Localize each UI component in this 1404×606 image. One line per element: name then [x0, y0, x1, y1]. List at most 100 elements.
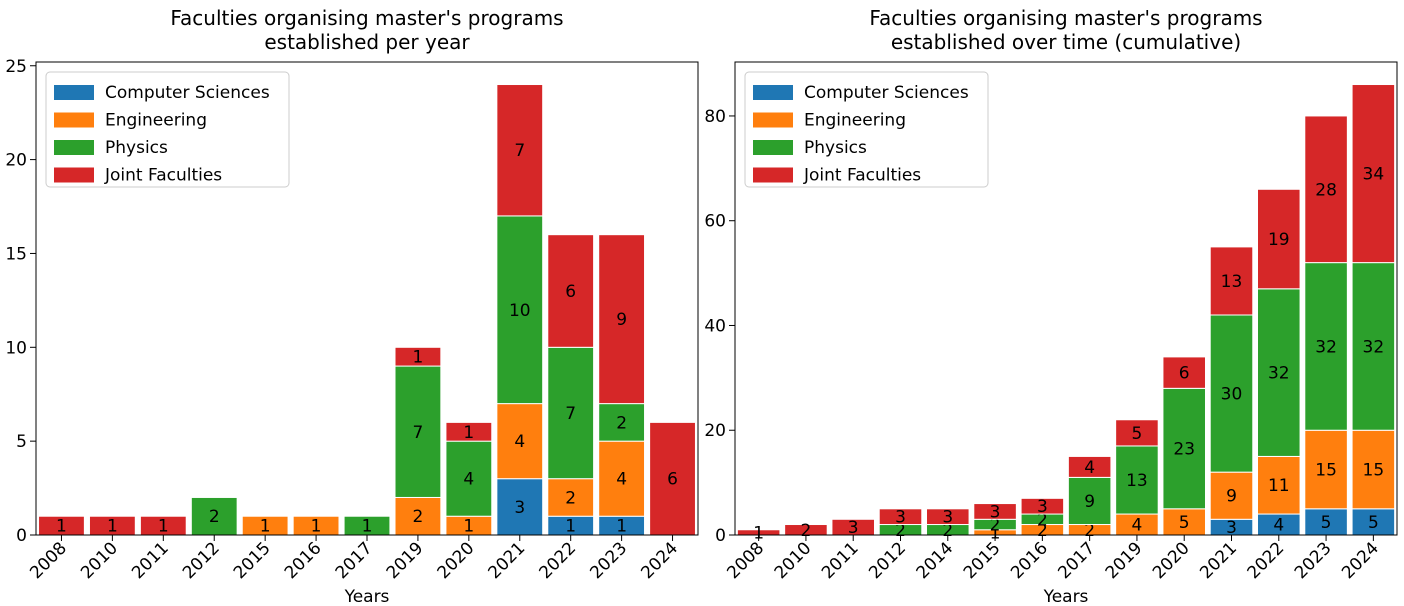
- bar-value-label: 2: [1084, 521, 1095, 541]
- bar-value-label: 7: [413, 423, 424, 443]
- legend-label: Joint Faculties: [104, 166, 222, 186]
- y-tick-label: 0: [16, 526, 27, 546]
- y-tick-label: 20: [5, 151, 27, 171]
- bar-value-label: 13: [1126, 471, 1148, 491]
- bar-value-label: 9: [1084, 492, 1095, 512]
- legend-swatch: [54, 140, 94, 155]
- bar-value-label: 30: [1221, 385, 1243, 405]
- x-tick-label: 2022: [535, 538, 580, 583]
- bar-value-label: 3: [514, 498, 525, 518]
- bar-value-label: 2: [565, 488, 576, 508]
- bar-value-label: 5: [1321, 513, 1332, 533]
- bar-segment: [598, 403, 646, 442]
- x-tick-label: 2008: [723, 538, 768, 583]
- x-tick-label: 2020: [1149, 538, 1194, 583]
- bar-value-label: 3: [895, 508, 906, 528]
- bar-value-label: 9: [1226, 487, 1237, 507]
- x-tick-label: 2008: [26, 538, 71, 583]
- bar-segment: [1351, 508, 1396, 536]
- bar-segment: [547, 478, 595, 517]
- bar-segment: [1115, 419, 1159, 447]
- bar-value-label: 5: [1368, 513, 1379, 533]
- x-tick-label: 2021: [485, 538, 530, 583]
- legend-label: Computer Sciences: [105, 83, 270, 103]
- x-tick-label: 2023: [1291, 538, 1336, 583]
- y-tick-label: 60: [704, 212, 726, 232]
- bar-value-label: 2: [990, 516, 1001, 536]
- bar-segment: [1257, 288, 1301, 457]
- bar-value-label: 1: [565, 517, 576, 537]
- bar-value-label: 5: [1132, 424, 1143, 444]
- bar-value-label: 7: [514, 141, 525, 161]
- x-tick-label: 2020: [434, 538, 479, 583]
- bar-value-label: 5: [1179, 513, 1190, 533]
- x-tick-label: 2015: [960, 538, 1005, 583]
- x-tick-label: 2016: [1007, 538, 1052, 583]
- legend-label: Joint Faculties: [803, 166, 921, 186]
- legend-swatch: [753, 167, 793, 183]
- bar-segment: [649, 421, 696, 536]
- bar-value-label: 1: [260, 517, 271, 537]
- legend-box: [45, 71, 290, 188]
- y-tick-label: 0: [715, 526, 726, 546]
- bar-value-label: 2: [1037, 510, 1048, 530]
- bar-value-label: 3: [942, 508, 953, 528]
- bar-segment: [1351, 262, 1396, 431]
- bar-value-label: 23: [1173, 440, 1195, 460]
- bar-value-label: 3: [848, 518, 859, 538]
- legend-label: Engineering: [105, 111, 207, 131]
- bar-value-label: 32: [1363, 337, 1385, 357]
- bar-segment: [1304, 429, 1348, 510]
- bar-value-label: 6: [667, 470, 678, 490]
- x-axis-label: Years: [344, 587, 390, 606]
- bar-value-label: 1: [56, 517, 67, 537]
- legend-label: Physics: [105, 138, 168, 158]
- x-tick-label: 2012: [179, 538, 224, 583]
- x-tick-label: 2010: [771, 538, 816, 583]
- bar-segment: [1351, 429, 1396, 510]
- bar-value-label: 2: [942, 521, 953, 541]
- bar-value-label: 2: [1037, 521, 1048, 541]
- bar-segment: [445, 440, 493, 517]
- bar-value-label: 2: [801, 521, 812, 541]
- bar-value-label: 3: [1226, 518, 1237, 538]
- bar-segment: [1162, 508, 1206, 536]
- x-tick-label: 2017: [332, 538, 377, 583]
- y-tick-label: 25: [5, 57, 27, 77]
- bar-value-label: 4: [1084, 458, 1095, 478]
- bar-segment: [1067, 476, 1112, 526]
- bar-value-label: 3: [990, 502, 1001, 522]
- bar-value-label: 15: [1363, 461, 1385, 481]
- legend-label: Physics: [804, 138, 867, 158]
- bar-segment: [1020, 497, 1065, 515]
- bar-value-label: 1: [990, 523, 1001, 543]
- bar-segment: [1067, 455, 1112, 478]
- bar-segment: [1162, 356, 1206, 389]
- bar-value-label: 1: [616, 517, 627, 537]
- y-tick-label: 40: [704, 316, 726, 336]
- x-tick-label: 2024: [1338, 538, 1383, 583]
- bar-segment: [496, 84, 544, 217]
- bar-value-label: 6: [1179, 364, 1190, 384]
- legend-label: Engineering: [804, 111, 906, 131]
- bar-value-label: 4: [1132, 516, 1143, 536]
- x-tick-label: 2010: [77, 538, 122, 583]
- bar-value-label: 4: [514, 432, 525, 452]
- legend-swatch: [753, 140, 793, 155]
- bar-value-label: 1: [362, 517, 373, 537]
- legend-swatch: [753, 112, 793, 128]
- bar-value-label: 34: [1363, 165, 1385, 185]
- bar-value-label: 6: [565, 282, 576, 302]
- bar-value-label: 1: [463, 423, 474, 443]
- bar-value-label: 32: [1315, 337, 1337, 357]
- bar-segment: [973, 503, 1017, 520]
- bar-value-label: 4: [463, 470, 474, 490]
- bar-segment: [496, 215, 544, 405]
- bar-value-label: 1: [413, 348, 424, 368]
- bar-value-label: 13: [1221, 272, 1243, 292]
- bar-value-label: 2: [413, 507, 424, 527]
- bar-segment: [1257, 188, 1301, 290]
- bar-segment: [1304, 115, 1348, 264]
- x-tick-label: 2023: [586, 538, 631, 583]
